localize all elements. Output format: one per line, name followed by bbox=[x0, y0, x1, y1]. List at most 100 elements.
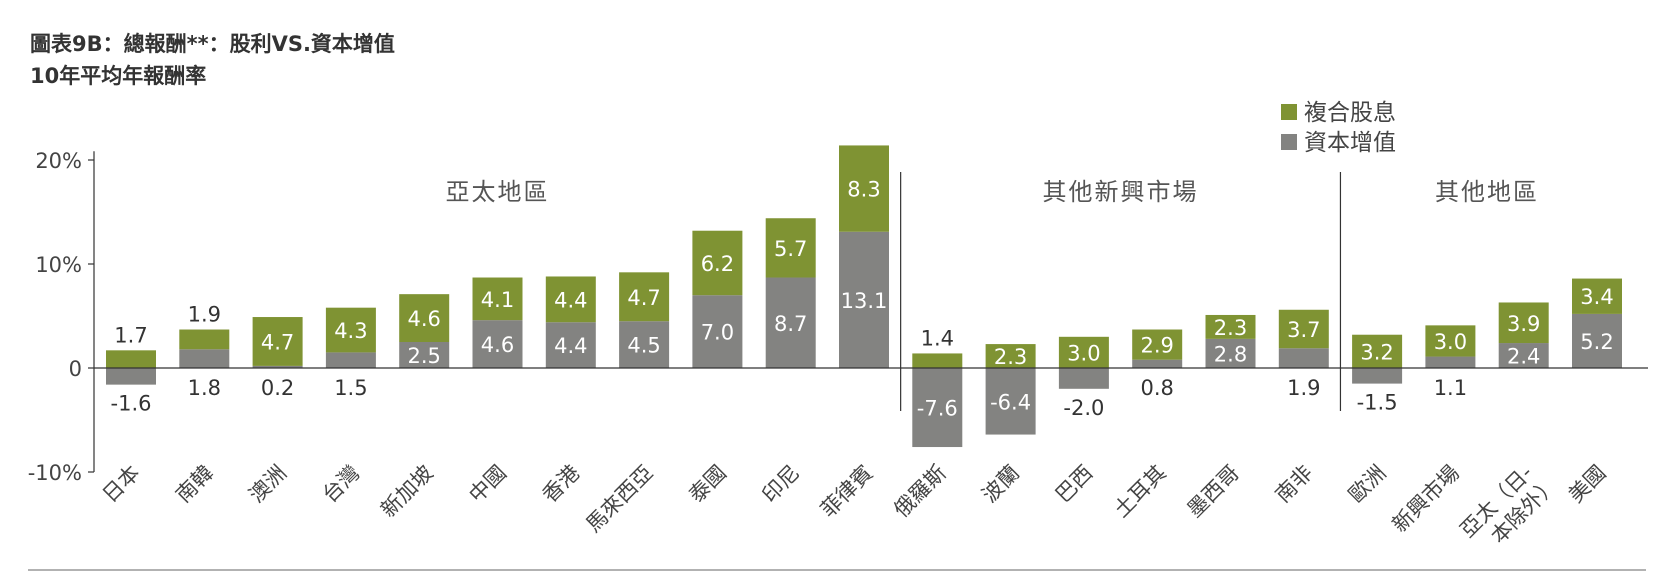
dividend-bar bbox=[399, 294, 450, 342]
capital-value-label: 1.1 bbox=[1434, 376, 1467, 400]
category-label: 馬來西亞 bbox=[581, 461, 657, 537]
capital-bar bbox=[1498, 343, 1549, 368]
group-label: 其他地區 bbox=[1435, 178, 1539, 206]
capital-value-label: -1.5 bbox=[1357, 391, 1398, 415]
capital-bar bbox=[179, 349, 230, 368]
category-label: 墨西哥 bbox=[1183, 461, 1245, 523]
capital-bar bbox=[545, 322, 596, 368]
dividend-value-label: 4.3 bbox=[334, 319, 367, 343]
chart-subtitle: 10年平均年報酬率 bbox=[30, 64, 207, 88]
dividend-bar bbox=[985, 344, 1036, 368]
capital-bar bbox=[472, 320, 523, 368]
dividend-value-label: 3.0 bbox=[1434, 330, 1467, 354]
dividend-bar bbox=[1132, 329, 1183, 360]
dividend-bar bbox=[325, 307, 376, 353]
capital-bar bbox=[1132, 359, 1183, 368]
y-tick-label: 10% bbox=[35, 253, 82, 277]
dividend-bar bbox=[1425, 325, 1476, 357]
dividend-bar bbox=[1498, 302, 1549, 344]
category-label: 土耳其 bbox=[1109, 461, 1171, 523]
dividend-bar bbox=[545, 276, 596, 323]
dividend-value-label: 2.3 bbox=[994, 345, 1027, 369]
category-label: 新興市場 bbox=[1388, 461, 1464, 537]
category-label: 波蘭 bbox=[977, 461, 1024, 508]
category-label: 印尼 bbox=[758, 461, 805, 508]
group-label: 亞太地區 bbox=[446, 178, 550, 206]
legend-swatch-capital bbox=[1281, 134, 1297, 150]
dividend-value-label: 2.3 bbox=[1214, 316, 1247, 340]
dividend-value-label: 5.7 bbox=[774, 237, 807, 261]
dividend-bar bbox=[619, 272, 670, 322]
category-label: 巴西 bbox=[1051, 461, 1098, 508]
dividend-value-label: 4.7 bbox=[627, 286, 660, 310]
legend-label-capital: 資本增值 bbox=[1304, 130, 1396, 156]
capital-bar bbox=[692, 295, 743, 368]
capital-bar bbox=[765, 277, 816, 368]
category-label: 俄羅斯 bbox=[889, 461, 951, 523]
capital-bar bbox=[399, 342, 450, 368]
category-label: 台灣 bbox=[318, 461, 365, 508]
dividend-value-label: 1.9 bbox=[188, 303, 221, 327]
category-label: 亞太（日-本除外） bbox=[1456, 453, 1563, 560]
dividend-bar bbox=[1278, 309, 1329, 349]
capital-value-label: 2.5 bbox=[407, 344, 440, 368]
capital-value-label: -7.6 bbox=[917, 397, 958, 421]
chart-title: 圖表9B：總報酬**：股利VS.資本增值 bbox=[30, 32, 395, 56]
dividend-value-label: 4.1 bbox=[481, 288, 514, 312]
dividend-bar bbox=[472, 277, 523, 321]
capital-value-label: 5.2 bbox=[1580, 330, 1613, 354]
dividend-value-label: 3.2 bbox=[1360, 340, 1393, 364]
capital-bar bbox=[912, 368, 963, 448]
dividend-value-label: 8.3 bbox=[847, 178, 880, 202]
group-label: 其他新興市場 bbox=[1043, 178, 1199, 206]
capital-value-label: 4.6 bbox=[481, 333, 514, 357]
dividend-value-label: 4.6 bbox=[407, 307, 440, 331]
category-label: 香港 bbox=[538, 461, 585, 508]
category-label: 歐洲 bbox=[1344, 461, 1391, 508]
category-label: 南韓 bbox=[171, 461, 218, 508]
capital-bar bbox=[1352, 368, 1403, 384]
capital-value-label: -1.6 bbox=[111, 392, 152, 416]
capital-bar bbox=[985, 368, 1036, 435]
capital-value-label: -6.4 bbox=[990, 390, 1031, 414]
capital-value-label: 4.4 bbox=[554, 334, 587, 358]
capital-value-label: 1.8 bbox=[188, 376, 221, 400]
category-label: 新加坡 bbox=[376, 461, 438, 523]
capital-bar bbox=[1278, 348, 1329, 368]
dividend-bar bbox=[692, 230, 743, 296]
capital-bar bbox=[1572, 313, 1622, 368]
capital-bar bbox=[325, 352, 376, 368]
category-label: 泰國 bbox=[684, 461, 731, 508]
dividend-bar bbox=[179, 329, 230, 350]
dividend-value-label: 1.4 bbox=[921, 326, 954, 350]
category-label: 美國 bbox=[1564, 461, 1611, 508]
dividend-value-label: 6.2 bbox=[701, 252, 734, 276]
capital-value-label: 7.0 bbox=[701, 321, 734, 345]
category-label: 中國 bbox=[464, 461, 511, 508]
capital-bar bbox=[1205, 338, 1256, 368]
capital-bar bbox=[106, 368, 156, 385]
dividend-bar bbox=[1572, 278, 1622, 314]
dividend-value-label: 3.7 bbox=[1287, 318, 1320, 342]
dividend-bar bbox=[252, 317, 303, 366]
capital-value-label: 8.7 bbox=[774, 312, 807, 336]
capital-value-label: 2.4 bbox=[1507, 345, 1540, 369]
capital-value-label: 1.5 bbox=[334, 376, 367, 400]
dividend-value-label: 3.9 bbox=[1507, 312, 1540, 336]
dividend-bar bbox=[1205, 314, 1256, 339]
dividend-value-label: 1.7 bbox=[114, 323, 147, 347]
dividend-value-label: 2.9 bbox=[1140, 334, 1173, 358]
capital-bar bbox=[839, 231, 889, 368]
dividend-bar bbox=[912, 353, 963, 368]
capital-value-label: 13.1 bbox=[841, 289, 888, 313]
legend-label-dividend: 複合股息 bbox=[1304, 100, 1396, 126]
dividend-bar bbox=[1058, 336, 1109, 368]
dividend-value-label: 4.4 bbox=[554, 288, 587, 312]
dividend-bar bbox=[1352, 334, 1403, 368]
y-tick-label: 20% bbox=[35, 149, 82, 173]
capital-value-label: 0.2 bbox=[261, 376, 294, 400]
capital-bar bbox=[252, 365, 303, 368]
capital-bar bbox=[1425, 356, 1476, 368]
capital-value-label: 4.5 bbox=[627, 334, 660, 358]
y-tick-label: 0 bbox=[69, 357, 82, 381]
